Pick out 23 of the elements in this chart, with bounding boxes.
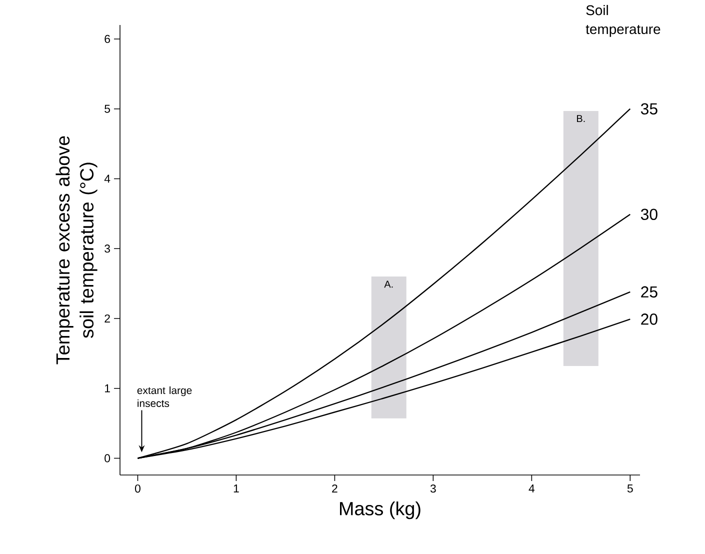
y-tick-label: 6 bbox=[104, 34, 110, 44]
x-tick-label: 3 bbox=[430, 484, 436, 493]
annotation: extant large insects bbox=[137, 386, 192, 408]
y-tick-label: 3 bbox=[104, 244, 110, 253]
x-tick-label: 4 bbox=[528, 484, 535, 492]
x-tick-label: 2 bbox=[332, 484, 338, 492]
x-tick-label: 5 bbox=[627, 484, 633, 492]
x-tick-label: 0 bbox=[134, 484, 140, 493]
legend-title: Soil temperature bbox=[586, 4, 660, 37]
y-tick-label: 4 bbox=[104, 174, 110, 183]
series-label: 35 bbox=[640, 103, 658, 114]
y-tick-label: 2 bbox=[104, 314, 110, 322]
series-label: 25 bbox=[641, 286, 658, 298]
series-label: 20 bbox=[641, 314, 658, 325]
y-tick-label: 0 bbox=[104, 454, 110, 462]
y-tick-label: 5 bbox=[104, 104, 110, 113]
series-label: B. bbox=[577, 115, 585, 122]
series-label: 30 bbox=[640, 208, 658, 220]
y-axis-title: Temperature excess above soil temperature (°C) bbox=[56, 136, 98, 364]
y-tick-label: 1 bbox=[105, 384, 110, 392]
series-label: A. bbox=[384, 280, 393, 288]
x-axis-title: Mass (kg) bbox=[340, 501, 420, 520]
x-tick-label: 1 bbox=[234, 484, 239, 492]
